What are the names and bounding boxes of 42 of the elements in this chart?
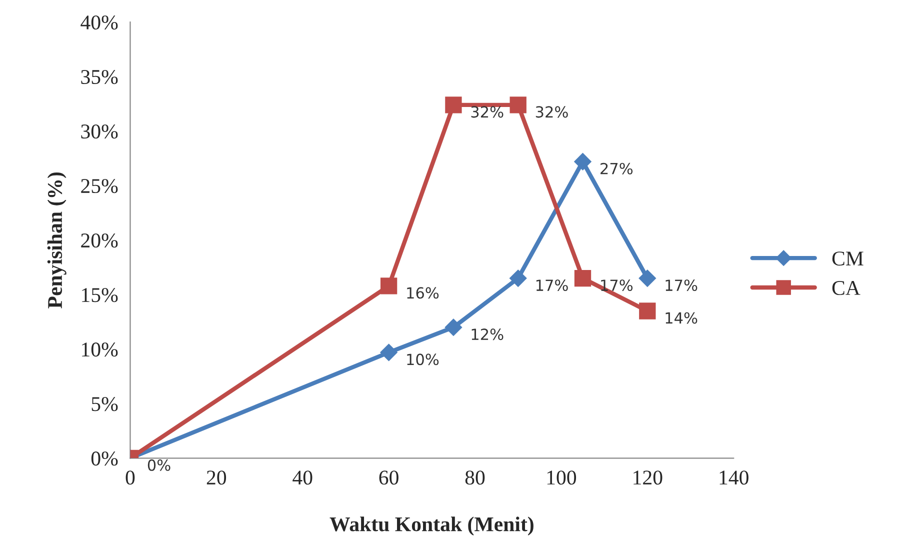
data-label: 16% — [407, 287, 439, 299]
data-label: 12% — [472, 328, 504, 340]
y-tick-label: 15% — [82, 288, 118, 302]
point — [638, 269, 656, 288]
point — [509, 269, 527, 288]
x-tick-label: 40 — [292, 470, 312, 485]
point — [510, 96, 526, 114]
x-tick-label: 20 — [206, 470, 226, 485]
data-label: 17% — [666, 279, 698, 292]
x-tick-label: 140 — [720, 470, 748, 485]
point — [380, 344, 398, 362]
legend-label: CA — [832, 281, 860, 296]
y-tick-label: 40% — [80, 15, 118, 30]
y-tick-label: 20% — [81, 233, 118, 248]
y-tick-label: 25% — [81, 178, 118, 194]
x-tick-label: 100 — [547, 470, 576, 485]
data-label: 32% — [536, 106, 568, 118]
y-tick-label: 5% — [92, 397, 118, 412]
point — [380, 278, 398, 294]
point — [444, 318, 462, 336]
data-label: 17% — [536, 279, 568, 292]
point — [574, 270, 592, 287]
data-label: 32% — [471, 106, 504, 118]
x-tick-label: 0 — [126, 470, 135, 485]
x-tick-label: 60 — [379, 470, 398, 485]
y-tick-label: 35% — [81, 70, 118, 84]
x-axis-title: Waktu Kontak (Menit) — [330, 516, 534, 536]
point — [445, 96, 462, 114]
y-axis-title: Penyisihan (%) — [47, 172, 66, 308]
legend-label: CM — [832, 252, 864, 266]
point — [639, 302, 656, 320]
data-label: 17% — [601, 279, 633, 292]
point — [574, 152, 592, 170]
data-label: 14% — [666, 312, 698, 324]
x-tick-label: 120 — [634, 470, 662, 485]
data-label: 10% — [407, 354, 439, 366]
y-tick-label: 30% — [81, 124, 118, 139]
y-tick-label: 10% — [82, 342, 118, 357]
data-label: 0% — [148, 459, 170, 471]
y-tick-label: 0% — [91, 452, 118, 466]
x-tick-label: 80 — [465, 470, 485, 485]
data-label: 27% — [600, 162, 633, 174]
